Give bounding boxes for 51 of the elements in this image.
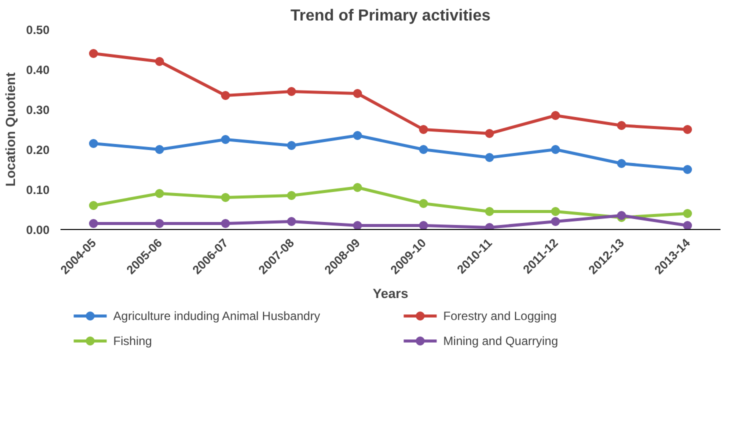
y-tick-label: 0.20 xyxy=(26,143,50,157)
point xyxy=(287,141,296,150)
point xyxy=(419,125,428,134)
point xyxy=(287,217,296,226)
point xyxy=(485,223,494,230)
point xyxy=(683,165,692,174)
point xyxy=(155,189,164,198)
y-tick-label: 0.30 xyxy=(26,103,50,117)
legend-label: Agriculture induding Animal Husbandry xyxy=(113,309,320,323)
point xyxy=(419,221,428,230)
point xyxy=(683,221,692,230)
point xyxy=(419,199,428,208)
point xyxy=(155,219,164,228)
point xyxy=(485,207,494,216)
x-axis-title: Years xyxy=(372,286,408,301)
point xyxy=(89,49,98,58)
point xyxy=(485,153,494,162)
point xyxy=(353,183,362,192)
point xyxy=(551,111,560,120)
point xyxy=(353,89,362,98)
point xyxy=(683,125,692,134)
point xyxy=(221,193,230,202)
point xyxy=(617,159,626,168)
point xyxy=(287,87,296,96)
point xyxy=(221,91,230,100)
y-tick-label: 0.10 xyxy=(26,183,50,197)
legend-label: Fishing xyxy=(113,334,152,348)
legend-label: Mining and Quarrying xyxy=(443,334,558,348)
point xyxy=(617,121,626,130)
point xyxy=(683,209,692,218)
point xyxy=(221,219,230,228)
chart-title: Trend of Primary activities xyxy=(290,8,491,24)
point xyxy=(221,135,230,144)
point xyxy=(89,201,98,210)
point xyxy=(353,131,362,140)
point xyxy=(287,191,296,200)
point xyxy=(89,219,98,228)
point xyxy=(551,217,560,226)
point xyxy=(551,207,560,216)
point xyxy=(155,145,164,154)
point xyxy=(419,145,428,154)
point xyxy=(353,221,362,230)
point xyxy=(551,145,560,154)
y-axis-title: Location Quotient xyxy=(3,72,18,187)
y-tick-label: 0.50 xyxy=(26,23,50,37)
legend-label: Forestry and Logging xyxy=(443,309,557,323)
point xyxy=(89,139,98,148)
point xyxy=(155,57,164,66)
y-tick-label: 0.40 xyxy=(26,63,50,77)
point xyxy=(485,129,494,138)
y-tick-label: 0.00 xyxy=(26,223,50,237)
